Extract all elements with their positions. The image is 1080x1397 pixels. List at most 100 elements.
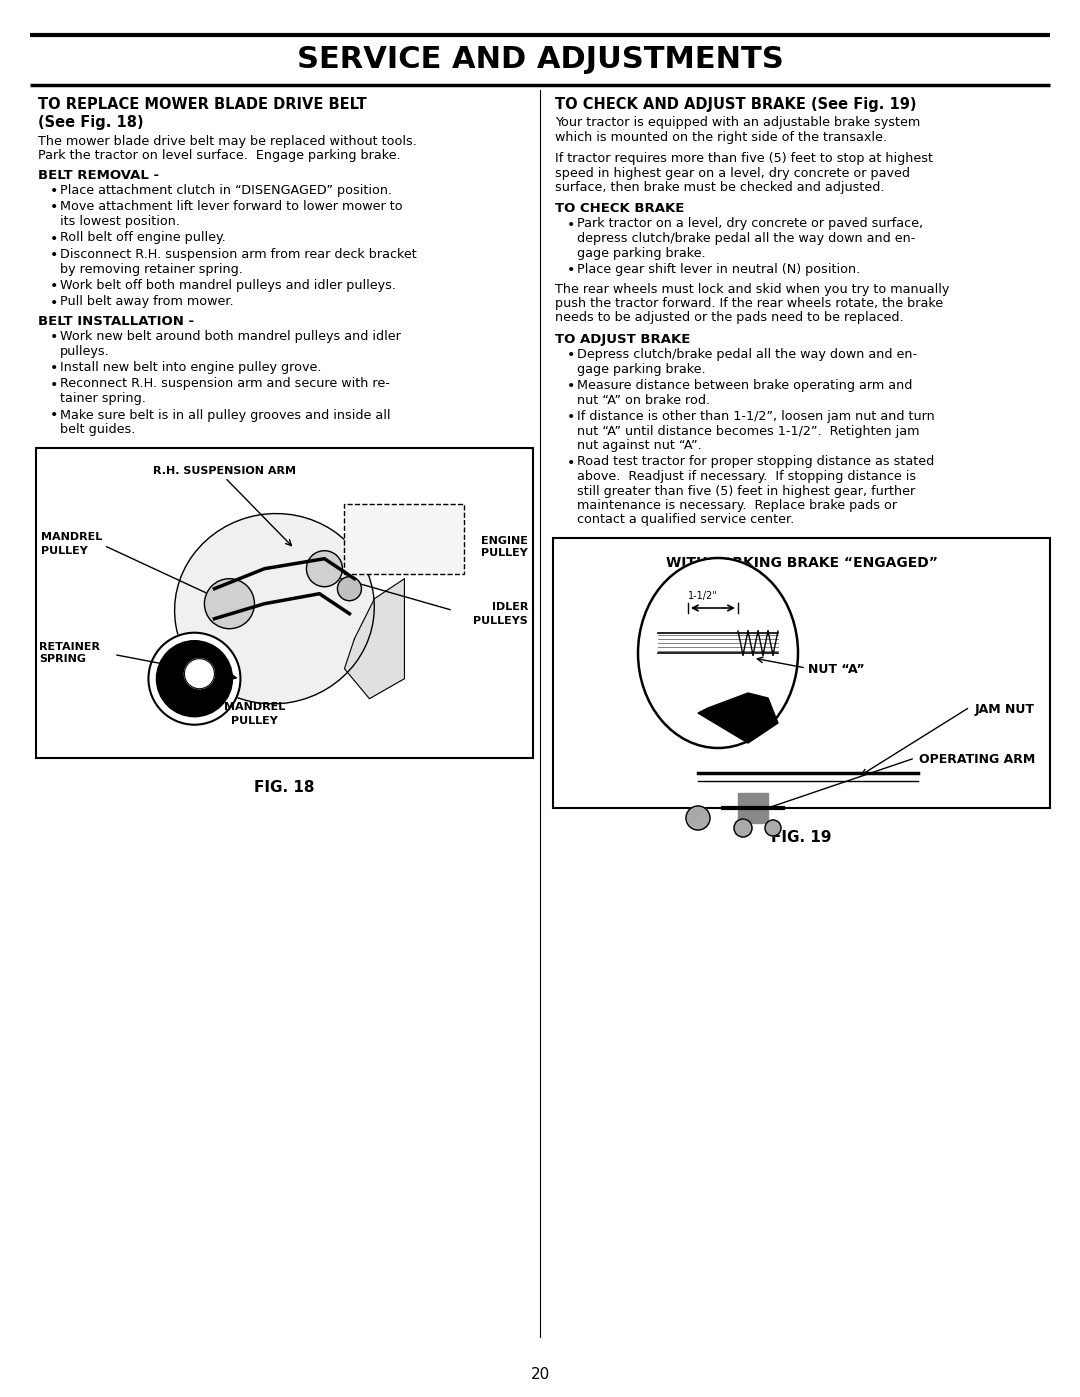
- Circle shape: [204, 578, 255, 629]
- Text: needs to be adjusted or the pads need to be replaced.: needs to be adjusted or the pads need to…: [555, 312, 904, 324]
- Text: BELT REMOVAL -: BELT REMOVAL -: [38, 169, 159, 182]
- Text: •: •: [50, 201, 58, 215]
- Text: ENGINE: ENGINE: [481, 535, 528, 545]
- Text: tainer spring.: tainer spring.: [60, 393, 146, 405]
- Text: Move attachment lift lever forward to lower mower to: Move attachment lift lever forward to lo…: [60, 201, 403, 214]
- Text: •: •: [50, 184, 58, 198]
- Text: gage parking brake.: gage parking brake.: [577, 362, 705, 376]
- Polygon shape: [345, 578, 404, 698]
- Text: •: •: [50, 377, 58, 391]
- Text: The mower blade drive belt may be replaced without tools.: The mower blade drive belt may be replac…: [38, 136, 417, 148]
- Text: surface, then brake must be checked and adjusted.: surface, then brake must be checked and …: [555, 182, 885, 194]
- Text: •: •: [567, 218, 576, 232]
- Text: •: •: [567, 263, 576, 277]
- Text: by removing retainer spring.: by removing retainer spring.: [60, 263, 243, 275]
- Text: If distance is other than 1-1/2”, loosen jam nut and turn: If distance is other than 1-1/2”, loosen…: [577, 409, 935, 423]
- Text: PULLEY: PULLEY: [482, 549, 528, 559]
- Text: •: •: [50, 408, 58, 422]
- Text: Place attachment clutch in “DISENGAGED” position.: Place attachment clutch in “DISENGAGED” …: [60, 184, 392, 197]
- Text: TO REPLACE MOWER BLADE DRIVE BELT: TO REPLACE MOWER BLADE DRIVE BELT: [38, 96, 367, 112]
- Text: Disconnect R.H. suspension arm from rear deck bracket: Disconnect R.H. suspension arm from rear…: [60, 249, 417, 261]
- Text: nut “A” on brake rod.: nut “A” on brake rod.: [577, 394, 711, 407]
- Text: SPRING: SPRING: [39, 655, 86, 665]
- Text: •: •: [567, 409, 576, 425]
- Text: •: •: [567, 379, 576, 393]
- Text: TO ADJUST BRAKE: TO ADJUST BRAKE: [555, 332, 690, 346]
- Circle shape: [148, 633, 241, 725]
- Text: depress clutch/brake pedal all the way down and en-: depress clutch/brake pedal all the way d…: [577, 232, 916, 244]
- Text: still greater than five (5) feet in highest gear, further: still greater than five (5) feet in high…: [577, 485, 915, 497]
- Text: nut against nut “A”.: nut against nut “A”.: [577, 439, 702, 453]
- Circle shape: [734, 819, 752, 837]
- Text: Pull belt away from mower.: Pull belt away from mower.: [60, 296, 233, 309]
- Text: Park tractor on a level, dry concrete or paved surface,: Park tractor on a level, dry concrete or…: [577, 218, 923, 231]
- Text: TO CHECK AND ADJUST BRAKE (See Fig. 19): TO CHECK AND ADJUST BRAKE (See Fig. 19): [555, 96, 917, 112]
- Text: 20: 20: [530, 1368, 550, 1382]
- Text: FIG. 18: FIG. 18: [254, 780, 314, 795]
- Text: •: •: [50, 330, 58, 344]
- Text: MANDREL: MANDREL: [41, 532, 103, 542]
- Bar: [553, 538, 1050, 807]
- Text: IDLER: IDLER: [491, 602, 528, 612]
- Text: •: •: [50, 249, 58, 263]
- Text: Road test tractor for proper stopping distance as stated: Road test tractor for proper stopping di…: [577, 455, 934, 468]
- Text: 1-1/2": 1-1/2": [688, 591, 718, 601]
- Text: BELT INSTALLATION -: BELT INSTALLATION -: [38, 314, 194, 328]
- Text: Work belt off both mandrel pulleys and idler pulleys.: Work belt off both mandrel pulleys and i…: [60, 279, 396, 292]
- Text: Roll belt off engine pulley.: Roll belt off engine pulley.: [60, 232, 226, 244]
- Text: RETAINER: RETAINER: [39, 643, 100, 652]
- Text: •: •: [50, 296, 58, 310]
- Text: belt guides.: belt guides.: [60, 423, 135, 436]
- Text: The rear wheels must lock and skid when you try to manually: The rear wheels must lock and skid when …: [555, 282, 949, 296]
- Text: nut “A” until distance becomes 1-1/2”.  Retighten jam: nut “A” until distance becomes 1-1/2”. R…: [577, 425, 919, 437]
- Circle shape: [307, 550, 342, 587]
- Text: Work new belt around both mandrel pulleys and idler: Work new belt around both mandrel pulley…: [60, 330, 401, 344]
- Circle shape: [686, 806, 710, 830]
- Text: •: •: [50, 232, 58, 246]
- Text: which is mounted on the right side of the transaxle.: which is mounted on the right side of th…: [555, 130, 887, 144]
- Text: PULLEYS: PULLEYS: [473, 616, 528, 626]
- Text: PULLEY: PULLEY: [41, 545, 87, 556]
- Text: OPERATING ARM: OPERATING ARM: [919, 753, 1035, 766]
- Ellipse shape: [175, 514, 375, 704]
- Circle shape: [157, 641, 232, 717]
- Text: TO CHECK BRAKE: TO CHECK BRAKE: [555, 203, 685, 215]
- Text: Reconnect R.H. suspension arm and secure with re-: Reconnect R.H. suspension arm and secure…: [60, 377, 390, 391]
- Text: NUT “A”: NUT “A”: [808, 664, 865, 676]
- Bar: [36, 447, 534, 757]
- Text: •: •: [50, 279, 58, 293]
- Text: (See Fig. 18): (See Fig. 18): [38, 115, 144, 130]
- Text: Measure distance between brake operating arm and: Measure distance between brake operating…: [577, 379, 913, 393]
- Text: FIG. 19: FIG. 19: [771, 830, 832, 845]
- Text: WITH PARKING BRAKE “ENGAGED”: WITH PARKING BRAKE “ENGAGED”: [665, 556, 937, 570]
- Text: push the tractor forward. If the rear wheels rotate, the brake: push the tractor forward. If the rear wh…: [555, 298, 943, 310]
- Text: Park the tractor on level surface.  Engage parking brake.: Park the tractor on level surface. Engag…: [38, 149, 401, 162]
- Polygon shape: [738, 793, 768, 823]
- Text: Install new belt into engine pulley grove.: Install new belt into engine pulley grov…: [60, 360, 322, 374]
- Circle shape: [337, 577, 362, 601]
- Text: Place gear shift lever in neutral (N) position.: Place gear shift lever in neutral (N) po…: [577, 263, 861, 277]
- Text: Depress clutch/brake pedal all the way down and en-: Depress clutch/brake pedal all the way d…: [577, 348, 917, 360]
- Text: pulleys.: pulleys.: [60, 345, 110, 358]
- Circle shape: [185, 659, 215, 689]
- Bar: [345, 504, 464, 574]
- Text: Your tractor is equipped with an adjustable brake system: Your tractor is equipped with an adjusta…: [555, 116, 920, 129]
- Ellipse shape: [638, 557, 798, 747]
- Text: JAM NUT: JAM NUT: [975, 703, 1035, 717]
- Text: speed in highest gear on a level, dry concrete or paved: speed in highest gear on a level, dry co…: [555, 166, 910, 179]
- Text: PULLEY: PULLEY: [231, 715, 278, 725]
- Circle shape: [765, 820, 781, 835]
- Text: •: •: [50, 360, 58, 374]
- Text: •: •: [567, 455, 576, 469]
- Text: above.  Readjust if necessary.  If stopping distance is: above. Readjust if necessary. If stoppin…: [577, 469, 916, 483]
- Text: its lowest position.: its lowest position.: [60, 215, 180, 228]
- Text: gage parking brake.: gage parking brake.: [577, 246, 705, 260]
- Polygon shape: [698, 693, 778, 743]
- Text: R.H. SUSPENSION ARM: R.H. SUSPENSION ARM: [153, 465, 296, 475]
- Text: contact a qualified service center.: contact a qualified service center.: [577, 514, 794, 527]
- Text: Make sure belt is in all pulley grooves and inside all: Make sure belt is in all pulley grooves …: [60, 408, 391, 422]
- Text: maintenance is necessary.  Replace brake pads or: maintenance is necessary. Replace brake …: [577, 499, 897, 511]
- Text: SERVICE AND ADJUSTMENTS: SERVICE AND ADJUSTMENTS: [297, 46, 783, 74]
- Text: •: •: [567, 348, 576, 362]
- Text: If tractor requires more than five (5) feet to stop at highest: If tractor requires more than five (5) f…: [555, 152, 933, 165]
